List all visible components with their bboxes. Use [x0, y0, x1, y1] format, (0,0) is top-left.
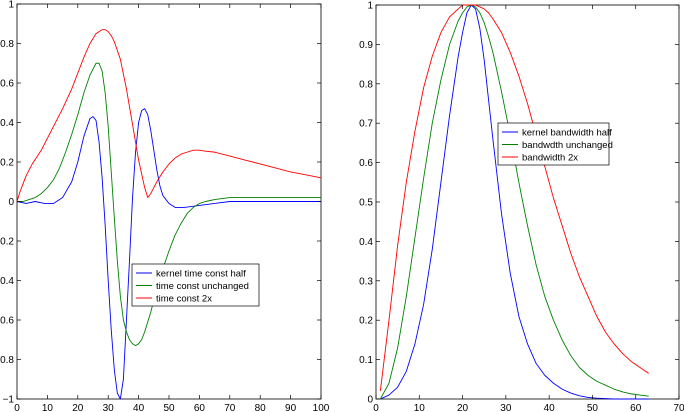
chart-right-xtick-label: 70	[673, 403, 684, 412]
chart-right-ytick-label: 0.9	[359, 40, 373, 51]
chart-left: 0102030405060708090100−1−0.8−0.6−0.4−0.2…	[0, 0, 330, 412]
chart-right-xtick-label: 0	[373, 403, 379, 412]
chart-left-xtick-label: 100	[313, 403, 330, 412]
chart-right-legend-label-2: bandwidth 2x	[522, 152, 578, 163]
chart-right-ytick-label: 0	[367, 395, 373, 406]
chart-right-tick-labels: 0 10 20 30 40 50 60 70 0 0.1 0.2 0.3 0.4 0.5 0.6 0.7 0.8…	[359, 1, 684, 412]
chart-left-ytick-label: 0	[8, 197, 14, 208]
chart-right-series-line-2	[379, 4, 649, 392]
chart-left-ytick-label: −0.4	[0, 276, 14, 287]
chart-right-ytick-label: 0.6	[359, 158, 373, 169]
chart-left-legend-box	[131, 263, 260, 307]
chart-right-xtick-label: 10	[414, 403, 426, 412]
chart-left-legend-label-1: time const unchanged	[156, 281, 249, 292]
chart-left-xtick-label: 70	[224, 403, 236, 412]
chart-left-ytick-label: −0.6	[0, 316, 14, 327]
chart-left-ytick-label: −1	[3, 395, 15, 406]
chart-left-lines	[16, 29, 322, 400]
chart-left-legend-label-0: kernel time const half	[156, 268, 246, 279]
chart-left-xtick-label: 30	[103, 403, 115, 412]
chart-right-xtick-label: 40	[544, 403, 556, 412]
chart-right-xtick-label: 30	[500, 403, 512, 412]
chart-left-tick-labels: 0102030405060708090100−1−0.8−0.6−0.4−0.2…	[0, 0, 330, 412]
chart-left-ytick-label: 0.4	[0, 118, 14, 129]
chart-right-ytick-label: 0.4	[359, 237, 373, 248]
chart-left-ticks	[16, 3, 322, 400]
chart-left-xtick-label: 90	[285, 403, 297, 412]
chart-right-ytick-label: 0.1	[359, 355, 373, 366]
chart-left-ytick-label: −0.2	[0, 237, 14, 248]
chart-left-series-line-2	[16, 29, 322, 202]
chart-right: 0 10 20 30 40 50 60 70 0 0.1 0.2 0.3 0.4 0.5 0.6 0.7 0.8…	[359, 1, 684, 412]
chart-right-ytick-label: 0.3	[359, 276, 373, 287]
chart-left-xtick-label: 40	[133, 403, 145, 412]
chart-right-ytick-label: 0.7	[359, 119, 373, 130]
chart-left-series-line-1	[17, 62, 321, 347]
chart-right-legend-label-0: kernel bandwidth half	[522, 127, 612, 138]
chart-left-xtick-label: 0	[14, 403, 20, 412]
chart-right-xtick-label: 20	[457, 403, 469, 412]
chart-left-ytick-label: 0.2	[0, 158, 14, 169]
chart-right-ticks	[375, 4, 680, 400]
chart-left-ytick-label: 1	[8, 0, 14, 11]
chart-left-ytick-label: −0.8	[0, 355, 14, 366]
chart-right-ytick-label: 1	[367, 1, 373, 12]
chart-right-xtick-label: 50	[587, 403, 599, 412]
chart-left-xtick-label: 60	[194, 403, 206, 412]
chart-left-series-line-0	[16, 108, 321, 400]
chart-right-series-line-0	[380, 4, 649, 400]
chart-left-xtick-label: 20	[72, 403, 84, 412]
chart-right-legend-label-1: bandwdth unchanged	[522, 140, 613, 151]
chart-right-ytick-label: 0.2	[359, 316, 373, 327]
chart-right-lines	[379, 4, 649, 400]
chart-left-legend: kernel time const half time const unchang…	[131, 263, 260, 307]
chart-left-ytick-label: 0.6	[0, 79, 14, 90]
chart-left-xtick-label: 50	[163, 403, 175, 412]
chart-left-xtick-label: 10	[42, 403, 54, 412]
chart-left-ytick-label: 0.8	[0, 39, 14, 50]
chart-right-axes-box	[375, 4, 680, 400]
chart-left-legend-label-2: time const 2x	[156, 293, 212, 304]
chart-left-xtick-label: 80	[255, 403, 267, 412]
chart-right-series-line-1	[379, 4, 649, 400]
chart-right-ytick-label: 0.8	[359, 79, 373, 90]
chart-right-xtick-label: 60	[630, 403, 642, 412]
chart-right-ytick-label: 0.5	[359, 198, 373, 209]
chart-right-legend: kernel bandwidth half bandwdth unchangedb…	[497, 122, 613, 166]
